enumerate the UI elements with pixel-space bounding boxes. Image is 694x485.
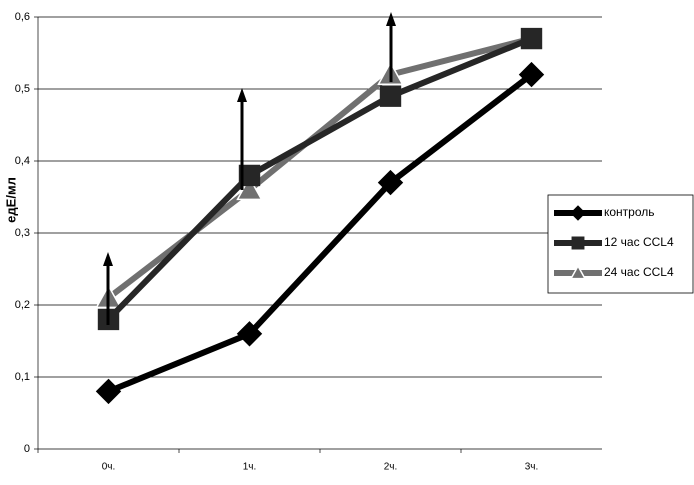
series-line bbox=[107, 72, 534, 395]
arrow-head bbox=[237, 88, 247, 102]
y-tick-label: 0 bbox=[24, 443, 30, 455]
marker bbox=[377, 169, 404, 196]
marker bbox=[520, 27, 543, 50]
arrow-head bbox=[103, 252, 113, 266]
y-tick-label: 0,5 bbox=[15, 83, 30, 95]
annotation-arrows bbox=[103, 12, 396, 325]
x-tick-label: 2ч. bbox=[384, 462, 398, 473]
y-tick-label: 0,1 bbox=[15, 371, 30, 383]
y-tick-label: 0,3 bbox=[15, 227, 30, 239]
marker bbox=[569, 264, 587, 280]
x-tick-label: 1ч. bbox=[243, 462, 257, 473]
x-tick-label: 0ч. bbox=[102, 462, 116, 473]
y-tick-label: 0,4 bbox=[15, 155, 30, 167]
marker bbox=[236, 321, 263, 347]
marker bbox=[379, 85, 402, 107]
y-axis-label: едЕ/мл bbox=[3, 177, 18, 223]
legend-label: контроль bbox=[604, 205, 655, 219]
series-line bbox=[106, 35, 533, 322]
grid bbox=[34, 16, 602, 453]
marker bbox=[571, 236, 585, 250]
legend: контроль 12 час CCL4 24 час CCL4 bbox=[547, 194, 694, 294]
marker bbox=[518, 61, 545, 88]
y-tick-label: 0,6 bbox=[15, 11, 30, 23]
marker bbox=[570, 205, 586, 221]
x-tick-label: 3ч. bbox=[525, 462, 539, 473]
marker bbox=[95, 378, 122, 405]
marker bbox=[238, 164, 261, 187]
arrow-head bbox=[386, 12, 396, 26]
y-tick-label: 0,2 bbox=[15, 299, 30, 311]
legend-label: 24 час CCL4 bbox=[604, 265, 674, 279]
legend-label: 12 час CCL4 bbox=[604, 235, 674, 249]
